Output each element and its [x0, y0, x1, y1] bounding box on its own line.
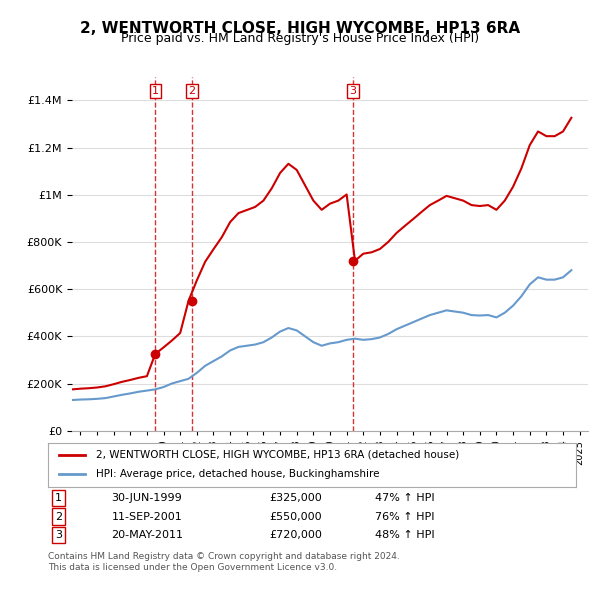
Text: 48% ↑ HPI: 48% ↑ HPI: [376, 530, 435, 540]
Text: 3: 3: [55, 530, 62, 540]
Text: 1: 1: [55, 493, 62, 503]
Text: This data is licensed under the Open Government Licence v3.0.: This data is licensed under the Open Gov…: [48, 563, 337, 572]
Text: 47% ↑ HPI: 47% ↑ HPI: [376, 493, 435, 503]
Text: 2, WENTWORTH CLOSE, HIGH WYCOMBE, HP13 6RA: 2, WENTWORTH CLOSE, HIGH WYCOMBE, HP13 6…: [80, 21, 520, 35]
Text: 76% ↑ HPI: 76% ↑ HPI: [376, 512, 435, 522]
Text: 2: 2: [188, 86, 196, 96]
Text: £325,000: £325,000: [270, 493, 323, 503]
Text: 2, WENTWORTH CLOSE, HIGH WYCOMBE, HP13 6RA (detached house): 2, WENTWORTH CLOSE, HIGH WYCOMBE, HP13 6…: [95, 450, 459, 460]
Text: £720,000: £720,000: [270, 530, 323, 540]
Text: Price paid vs. HM Land Registry's House Price Index (HPI): Price paid vs. HM Land Registry's House …: [121, 32, 479, 45]
Text: Contains HM Land Registry data © Crown copyright and database right 2024.: Contains HM Land Registry data © Crown c…: [48, 552, 400, 560]
Text: £550,000: £550,000: [270, 512, 322, 522]
Text: HPI: Average price, detached house, Buckinghamshire: HPI: Average price, detached house, Buck…: [95, 470, 379, 479]
Text: 2: 2: [55, 512, 62, 522]
Text: 11-SEP-2001: 11-SEP-2001: [112, 512, 182, 522]
Text: 1: 1: [152, 86, 159, 96]
Text: 3: 3: [349, 86, 356, 96]
Text: 30-JUN-1999: 30-JUN-1999: [112, 493, 182, 503]
Text: 20-MAY-2011: 20-MAY-2011: [112, 530, 184, 540]
